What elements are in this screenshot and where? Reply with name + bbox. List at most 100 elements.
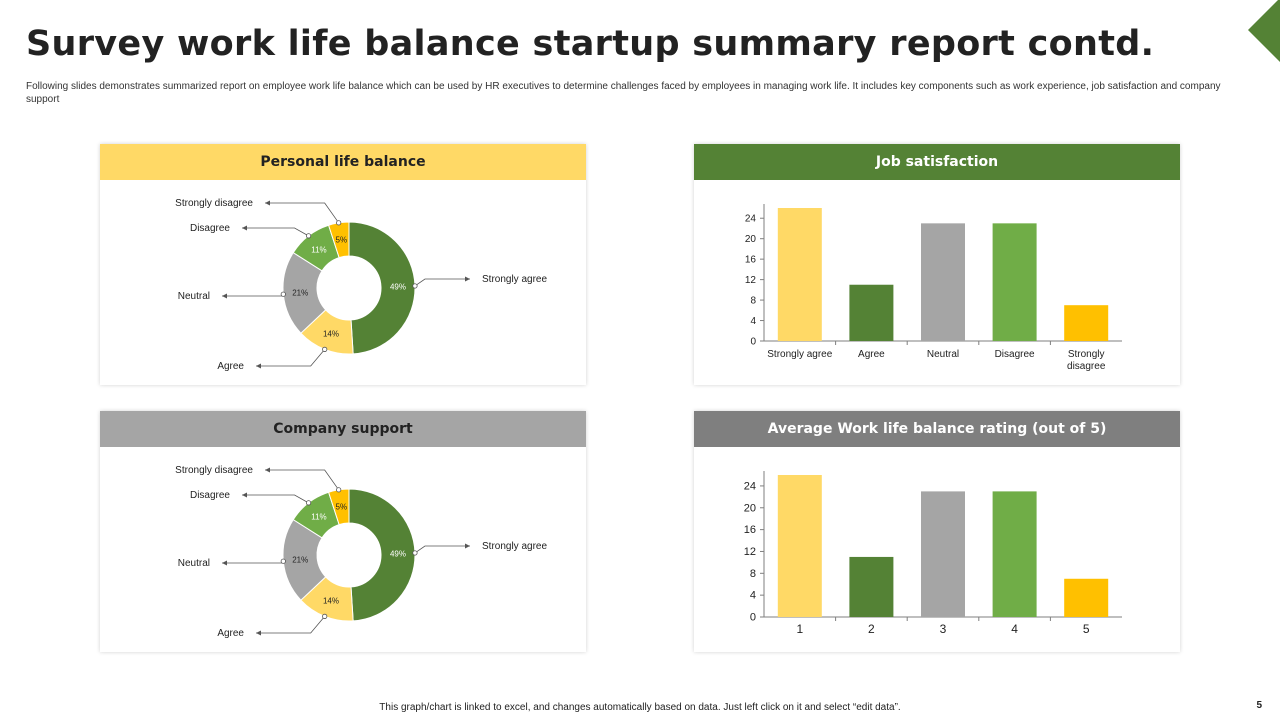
bar-2 <box>921 491 965 617</box>
donut-data-label-4: 5% <box>336 503 348 512</box>
page-title: Survey work life balance startup summary… <box>26 24 1155 64</box>
donut-data-label-3: 11% <box>311 245 326 254</box>
leader-arrow-4 <box>265 467 270 473</box>
footer-note: This graph/chart is linked to excel, and… <box>379 702 901 713</box>
donut-data-label-1: 14% <box>323 597 339 606</box>
leader-arrow-3 <box>242 492 247 498</box>
leader-dot-0 <box>412 550 418 556</box>
leader-dot-4 <box>336 487 342 493</box>
panel-header-job: Job satisfaction <box>694 144 1180 180</box>
y-tick-label-4: 16 <box>745 255 757 266</box>
donut-category-label-4: Strongly disagree <box>175 198 253 209</box>
panel-company-support: Company support 49% 14% 21% 11% 5% Strongly a… <box>100 411 586 652</box>
leader-dot-1 <box>322 346 328 352</box>
y-tick-label-3: 12 <box>745 275 757 286</box>
leader-dot-0 <box>412 283 418 289</box>
donut-category-label-1: Agree <box>217 628 244 639</box>
y-tick-label-2: 8 <box>750 568 756 580</box>
donut-category-label-4: Strongly disagree <box>175 465 253 476</box>
y-tick-label-5: 20 <box>745 234 757 245</box>
x-category-label-1: 2 <box>868 622 875 636</box>
leader-arrow-0 <box>465 543 470 549</box>
corner-accent <box>1248 0 1280 62</box>
leader-arrow-3 <box>242 225 247 231</box>
x-category-label-0: 1 <box>796 622 803 636</box>
x-category-label-2: 3 <box>940 622 947 636</box>
bar-0 <box>777 208 822 341</box>
panel-personal-life-balance: Personal life balance 49% 14% 21% 11% 5% Stro… <box>100 144 586 385</box>
leader-dot-3 <box>305 500 312 506</box>
donut-category-label-0: Strongly agree <box>482 274 547 285</box>
donut-data-label-3: 11% <box>311 512 326 521</box>
x-category-label-3: 4 <box>1011 622 1018 636</box>
donut-data-label-4: 5% <box>336 236 348 245</box>
leader-line-0 <box>414 278 470 287</box>
donut-category-label-2: Neutral <box>178 291 210 302</box>
y-tick-label-6: 24 <box>745 214 757 225</box>
x-category-label-1: Agree <box>858 349 885 360</box>
donut-category-label-2: Neutral <box>178 558 210 569</box>
donut-slice-0 <box>348 488 416 622</box>
donut-chart-company: 49% 14% 21% 11% 5% Strongly agree Agree Neutral… <box>175 465 547 639</box>
leader-line-2 <box>222 294 284 297</box>
donut-slice-0 <box>348 221 416 355</box>
leader-dot-3 <box>305 233 312 239</box>
leader-line-0 <box>414 545 470 554</box>
leader-arrow-2 <box>222 293 227 299</box>
leader-arrow-4 <box>265 200 270 206</box>
bar-1 <box>849 284 894 341</box>
donut-data-label-1: 14% <box>323 330 339 339</box>
leader-arrow-1 <box>256 630 261 636</box>
donut-category-label-3: Disagree <box>190 490 230 501</box>
donut-category-label-3: Disagree <box>190 223 230 234</box>
bar-3 <box>992 223 1037 341</box>
donut-chart-personal: 49% 14% 21% 11% 5% Strongly agree Agree Neutral… <box>175 198 547 372</box>
leader-line-1 <box>256 349 326 367</box>
leader-line-3 <box>242 227 309 237</box>
leader-dot-1 <box>322 613 328 619</box>
bar-0 <box>777 475 822 617</box>
page-subtitle: Following slides demonstrates summarized… <box>26 81 1221 105</box>
y-tick-label-0: 0 <box>750 337 756 348</box>
y-tick-label-1: 4 <box>750 316 756 327</box>
leader-dot-2 <box>280 291 286 297</box>
donut-category-label-1: Agree <box>217 361 244 372</box>
panel-average-rating: Average Work life balance rating (out of… <box>694 411 1180 652</box>
leader-line-4 <box>265 469 340 491</box>
x-category-label-2: Neutral <box>927 349 959 360</box>
bar-4 <box>1064 578 1109 617</box>
panel-job-satisfaction: Job satisfaction 0 4 8 12 16 20 24 Strongly agr… <box>694 144 1180 385</box>
leader-line-2 <box>222 561 284 564</box>
y-tick-label-4: 16 <box>744 524 756 536</box>
y-tick-label-0: 0 <box>750 612 756 624</box>
leader-dot-2 <box>280 558 286 564</box>
panel-header-personal: Personal life balance <box>100 144 586 180</box>
leader-arrow-1 <box>256 363 261 369</box>
donut-data-label-2: 21% <box>292 289 308 298</box>
x-category-label-0: Strongly agree <box>767 349 832 360</box>
leader-line-3 <box>242 494 309 504</box>
y-tick-label-5: 20 <box>744 502 756 514</box>
donut-category-label-0: Strongly agree <box>482 541 547 552</box>
bar-chart-job: 0 4 8 12 16 20 24 Strongly agree Agree Neutral Dis… <box>745 204 1122 372</box>
leader-arrow-2 <box>222 560 227 566</box>
bar-4 <box>1064 305 1109 341</box>
y-tick-label-3: 12 <box>744 546 756 558</box>
y-tick-label-2: 8 <box>750 296 756 307</box>
page-number: 5 <box>1256 700 1262 711</box>
leader-arrow-0 <box>465 276 470 282</box>
x-category-label-3: Disagree <box>995 349 1035 360</box>
donut-slice-4 <box>327 221 350 259</box>
panel-header-company: Company support <box>100 411 586 447</box>
donut-data-label-0: 49% <box>390 549 406 558</box>
y-tick-label-6: 24 <box>744 480 756 492</box>
x-category-label-4: 5 <box>1083 622 1090 636</box>
y-tick-label-1: 4 <box>750 590 756 602</box>
bar-3 <box>992 491 1037 617</box>
leader-line-1 <box>256 616 326 634</box>
bar-2 <box>921 223 965 341</box>
leader-dot-4 <box>336 220 342 226</box>
panel-header-average: Average Work life balance rating (out of… <box>694 411 1180 447</box>
donut-slice-4 <box>327 488 350 526</box>
